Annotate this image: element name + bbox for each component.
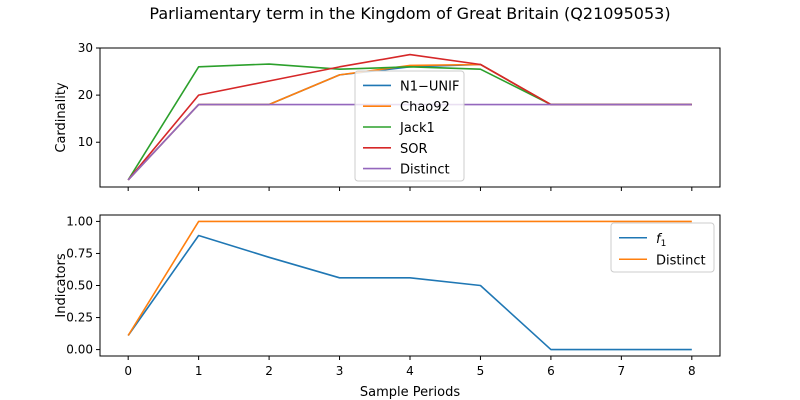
chart-1-xtick-label-3: 3: [336, 364, 344, 378]
chart-1-xlabel: Sample Periods: [360, 385, 460, 400]
chart-1-xtick-label-6: 6: [547, 364, 555, 378]
chart-1-legend-label-1: Distinct: [656, 253, 706, 268]
chart-0-legend-label-2: Jack1: [399, 121, 435, 136]
chart-1-ytick-label-3: 0.75: [66, 246, 93, 260]
chart-1-ytick-label-0: 0.00: [66, 343, 93, 357]
chart-0-legend-label-1: Chao92: [400, 100, 450, 115]
chart-0-legend: N1−UNIF Chao92 Jack1 SOR Distinct: [354, 70, 465, 182]
chart-0-ylabel: Cardinality: [54, 82, 69, 153]
chart-1-ytick-label-1: 0.25: [66, 311, 93, 325]
indicators-panel: 0 1 2 3 4 5 6 7 8 0.00 0.25 0.50 0.75 1.00 Indicators S…: [54, 214, 721, 400]
chart-0-legend-label-0: N1−UNIF: [400, 79, 459, 94]
chart-1-xtick-label-8: 8: [688, 364, 696, 378]
chart-0-legend-box: [354, 70, 465, 182]
chart-1-ytick-label-2: 0.50: [66, 279, 93, 293]
chart-0-ytick-label-2: 30: [78, 41, 93, 55]
chart-1-xtick-label-4: 4: [406, 364, 414, 378]
chart-1-series-0-line: [127, 234, 692, 351]
chart-0-ytick-label-1: 20: [78, 88, 93, 102]
chart-1-xtick-label-0: 0: [124, 364, 132, 378]
chart-1-ytick-label-4: 1.00: [66, 214, 93, 228]
chart-0-ytick-label-0: 10: [78, 135, 93, 149]
chart-1-series-1-line: [127, 220, 692, 336]
chart-1-legend: f1 Distinct: [610, 222, 715, 273]
cardinality-panel: 10 20 30 Cardinality N1−UNIF Chao92 Jack1 SOR Di…: [54, 41, 721, 191]
chart-1-xtick-label-1: 1: [195, 364, 203, 378]
chart-0-legend-label-3: SOR: [400, 142, 428, 157]
chart-1-xtick-label-5: 5: [477, 364, 485, 378]
chart-1-xtick-label-2: 2: [265, 364, 273, 378]
chart-1-legend-label-0: f1: [656, 232, 666, 249]
chart-1-xtick-label-7: 7: [618, 364, 626, 378]
figure-title: Parliamentary term in the Kingdom of Gre…: [149, 4, 670, 23]
chart-1-ylabel: Indicators: [54, 253, 69, 317]
chart-0-legend-label-4: Distinct: [400, 163, 450, 178]
